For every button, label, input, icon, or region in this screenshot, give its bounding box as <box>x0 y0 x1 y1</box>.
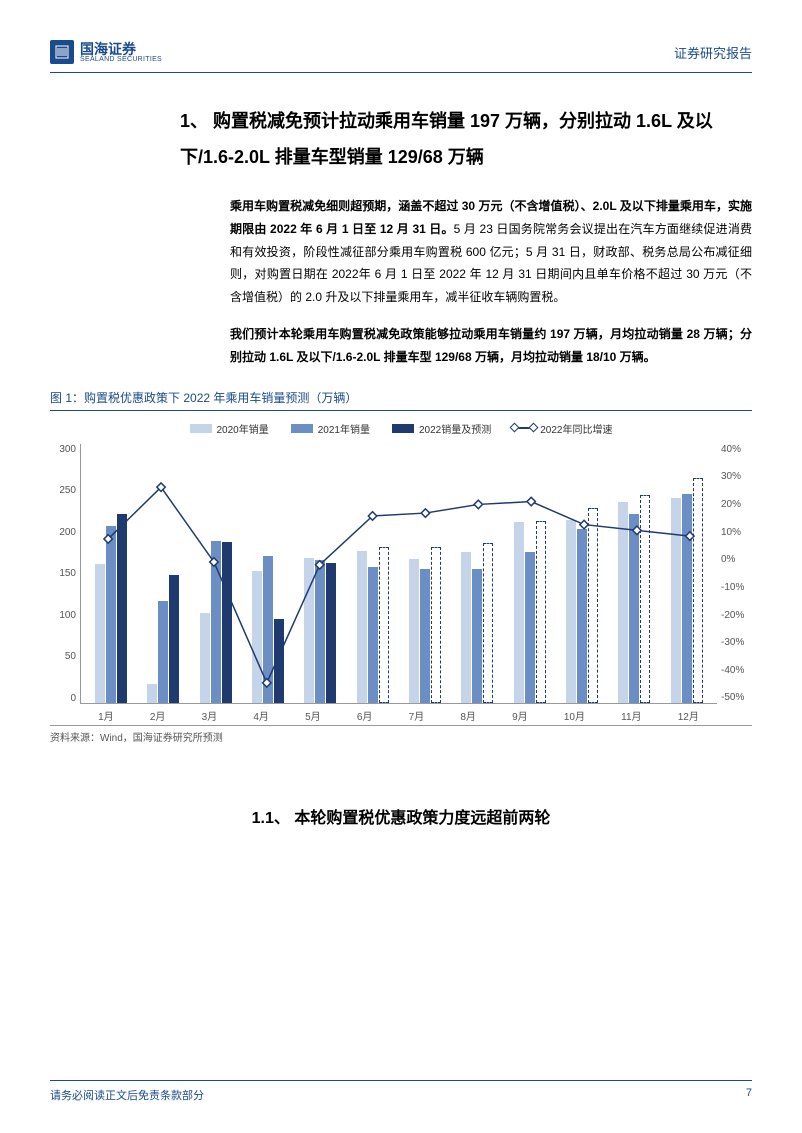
bar-2020 <box>461 552 471 703</box>
para2-bold: 我们预计本轮乘用车购置税减免政策能够拉动乘用车销量约 197 万辆，月均拉动销量… <box>230 327 752 364</box>
bar-2020 <box>252 571 262 703</box>
bar-2022 <box>326 563 336 703</box>
bar-group <box>304 444 336 703</box>
bar-2020 <box>304 558 314 702</box>
bar-2021 <box>629 514 639 703</box>
bar-group <box>357 444 389 703</box>
bar-2022 <box>274 619 284 703</box>
bar-2020 <box>514 522 524 702</box>
bar-2021 <box>315 560 325 702</box>
page-header: 国海证券 SEALAND SECURITIES 证券研究报告 <box>50 40 752 73</box>
bar-2020 <box>618 502 628 702</box>
bar-2022 <box>536 521 546 702</box>
bar-2022 <box>431 547 441 702</box>
legend-item: 2021年销量 <box>291 421 370 436</box>
chart-container: 2020年销量 2021年销量 2022销量及预测 2022年同比增速 3002502… <box>50 421 752 723</box>
chart-title: 图 1：购置税优惠政策下 2022 年乘用车销量预测（万辆） <box>50 389 752 411</box>
bar-2020 <box>409 559 419 702</box>
logo-text-en: SEALAND SECURITIES <box>80 56 162 63</box>
bar-group <box>618 444 650 703</box>
bar-2021 <box>368 567 378 703</box>
bar-group <box>147 444 179 703</box>
brand-logo: 国海证券 SEALAND SECURITIES <box>50 40 162 64</box>
bar-group <box>671 444 703 703</box>
chart-plot: 300250200150100500 40%30%20%10%0%-10%-20… <box>50 444 752 704</box>
bar-group <box>252 444 284 703</box>
bar-2021 <box>577 529 587 703</box>
page-number: 7 <box>746 1087 752 1103</box>
bar-2021 <box>263 556 273 703</box>
bar-2022 <box>588 508 598 702</box>
bar-2021 <box>106 526 116 703</box>
bar-2022 <box>379 547 389 702</box>
paragraph-2: 我们预计本轮乘用车购置税减免政策能够拉动乘用车销量约 197 万辆，月均拉动销量… <box>230 323 752 369</box>
bar-group <box>461 444 493 703</box>
y-axis-left: 300250200150100500 <box>50 444 80 704</box>
bar-2022 <box>640 495 650 702</box>
x-axis: 1月2月3月4月5月6月7月8月9月10月11月12月 <box>50 704 752 723</box>
bar-2021 <box>420 569 430 703</box>
report-type: 证券研究报告 <box>674 43 752 62</box>
bar-group <box>95 444 127 703</box>
bar-2022 <box>169 575 179 703</box>
paragraph-1: 乘用车购置税减免细则超预期，涵盖不超过 30 万元（不含增值税）、2.0L 及以… <box>230 195 752 309</box>
bar-2022 <box>693 478 703 702</box>
bar-group <box>514 444 546 703</box>
logo-icon <box>50 40 74 64</box>
logo-text-cn: 国海证券 <box>80 42 162 56</box>
bar-2020 <box>147 684 157 703</box>
plot-area <box>80 444 717 704</box>
bar-2020 <box>671 498 681 703</box>
bar-group <box>409 444 441 703</box>
section-title: 1、 购置税减免预计拉动乘用车销量 197 万辆，分别拉动 1.6L 及以下/1… <box>180 103 752 175</box>
bar-2021 <box>472 569 482 703</box>
chart-legend: 2020年销量 2021年销量 2022销量及预测 2022年同比增速 <box>50 421 752 436</box>
legend-item: 2020年销量 <box>190 421 269 436</box>
subsection-title: 1.1、 本轮购置税优惠政策力度远超前两轮 <box>50 804 752 828</box>
bar-2022 <box>222 542 232 703</box>
bar-2021 <box>525 552 535 703</box>
bar-2021 <box>211 541 221 702</box>
bar-2020 <box>566 520 576 702</box>
y-axis-right: 40%30%20%10%0%-10%-20%-30%-40%-50% <box>717 444 752 704</box>
bar-2022 <box>117 514 127 703</box>
bar-2022 <box>483 543 493 703</box>
bar-2021 <box>158 601 168 703</box>
legend-item: 2022销量及预测 <box>392 421 491 436</box>
bar-2020 <box>200 613 210 703</box>
page-footer: 请务必阅读正文后免责条款部分 7 <box>50 1080 752 1103</box>
chart-source: 资料来源：Wind，国海证券研究所预测 <box>50 725 752 744</box>
bar-group <box>566 444 598 703</box>
bar-2020 <box>357 551 367 703</box>
bar-2020 <box>95 564 105 702</box>
bar-group <box>200 444 232 703</box>
bar-2021 <box>682 494 692 703</box>
legend-item: 2022年同比增速 <box>513 421 612 436</box>
footer-disclaimer: 请务必阅读正文后免责条款部分 <box>50 1087 204 1103</box>
